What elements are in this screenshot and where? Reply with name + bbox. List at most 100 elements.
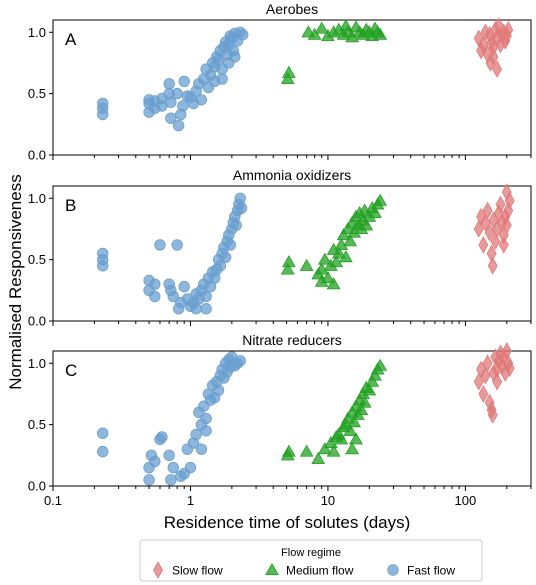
- data-point: [234, 355, 246, 367]
- data-point: [490, 232, 501, 251]
- data-point: [219, 251, 232, 263]
- data-point: [368, 368, 382, 381]
- data-point: [336, 228, 351, 241]
- data-point: [216, 73, 228, 85]
- data-point: [212, 384, 225, 396]
- data-point: [282, 255, 296, 268]
- data-point: [487, 256, 498, 275]
- data-point: [156, 431, 168, 443]
- y-tick-label: 1.0: [28, 25, 46, 40]
- data-point: [314, 274, 329, 287]
- panel-letter: B: [65, 196, 76, 215]
- y-tick-label: 1.0: [28, 191, 46, 206]
- data-point: [200, 412, 212, 425]
- data-point: [190, 303, 202, 315]
- series-fast-flow: [97, 351, 246, 486]
- data-point: [143, 474, 155, 486]
- data-point: [282, 65, 296, 78]
- y-tick-label: 0.0: [28, 148, 46, 163]
- legend-marker-circle: [387, 564, 399, 576]
- legend-title: Flow regime: [281, 547, 341, 559]
- data-point: [495, 195, 506, 214]
- x-tick-label: 10: [321, 493, 335, 508]
- data-point: [488, 48, 499, 66]
- data-point: [178, 280, 190, 293]
- legend-marker-diamond: [153, 561, 163, 579]
- data-point: [334, 237, 349, 250]
- data-point: [171, 239, 183, 251]
- x-tick-label: 1: [187, 493, 194, 508]
- data-point: [504, 359, 515, 377]
- data-point: [97, 97, 109, 110]
- data-point: [349, 432, 363, 445]
- data-point: [331, 246, 346, 259]
- data-point: [373, 193, 388, 206]
- data-point: [214, 260, 227, 272]
- data-point: [97, 427, 109, 439]
- data-point: [167, 461, 179, 474]
- data-point: [317, 252, 332, 265]
- data-point: [230, 219, 242, 231]
- y-tick-label: 0.0: [28, 314, 46, 329]
- data-point: [97, 445, 109, 458]
- data-point: [503, 21, 514, 39]
- series-slow-flow: [473, 17, 514, 78]
- data-point: [149, 455, 161, 468]
- data-point: [492, 60, 503, 78]
- legend-label: Slow flow: [172, 564, 223, 578]
- data-point: [478, 236, 489, 254]
- y-tick-label: 0.0: [28, 479, 46, 494]
- data-point: [326, 277, 341, 290]
- data-point: [334, 432, 349, 445]
- data-point: [171, 87, 183, 100]
- data-point: [195, 443, 208, 455]
- data-point: [165, 96, 177, 108]
- data-point: [237, 29, 249, 41]
- panel-a: Aerobes A 0.0 0.5 1.0: [28, 1, 532, 163]
- data-point: [478, 385, 489, 403]
- series-slow-flow: [473, 342, 515, 424]
- data-point: [200, 303, 212, 315]
- data-point: [299, 258, 314, 271]
- data-point: [345, 442, 360, 455]
- data-point: [503, 201, 514, 220]
- data-point: [368, 205, 382, 219]
- data-point: [326, 444, 341, 457]
- data-point: [343, 234, 358, 247]
- data-point: [154, 239, 166, 251]
- plot-frame: [52, 350, 532, 487]
- data-point: [165, 474, 177, 486]
- panel-letter: A: [65, 30, 77, 49]
- data-point: [165, 112, 177, 124]
- data-point: [314, 21, 329, 34]
- data-point: [354, 402, 369, 415]
- data-point: [311, 451, 326, 465]
- data-point: [314, 262, 329, 275]
- panel-b: Ammonia oxidizers B 0.0 0.5 1.0: [28, 167, 532, 329]
- panel-letter: C: [65, 361, 77, 380]
- data-point: [373, 358, 388, 371]
- panel-title: Nitrate reducers: [242, 332, 342, 348]
- data-point: [321, 271, 335, 284]
- y-tick-label: 0.5: [28, 252, 46, 267]
- series-medium-flow: [280, 193, 388, 290]
- data-point: [200, 425, 212, 437]
- data-point: [482, 354, 493, 373]
- plot-frame: [52, 19, 532, 156]
- data-point: [177, 100, 189, 112]
- x-tick-label: 0.1: [44, 493, 62, 508]
- data-point: [482, 201, 493, 220]
- panel-c: Nitrate reducers C 0.0 0.5 1.0 0.1 1 10 100: [28, 332, 532, 508]
- x-axis-label: Residence time of solutes (days): [164, 513, 411, 532]
- data-point: [149, 278, 161, 290]
- y-tick-label: 1.0: [28, 356, 46, 371]
- data-point: [492, 372, 503, 391]
- data-point: [235, 202, 248, 214]
- series-fast-flow: [97, 26, 249, 132]
- panel-title: Ammonia oxidizers: [233, 167, 351, 183]
- data-point: [195, 94, 208, 106]
- data-point: [299, 444, 314, 457]
- data-point: [357, 395, 372, 408]
- legend-label: Fast flow: [407, 564, 455, 578]
